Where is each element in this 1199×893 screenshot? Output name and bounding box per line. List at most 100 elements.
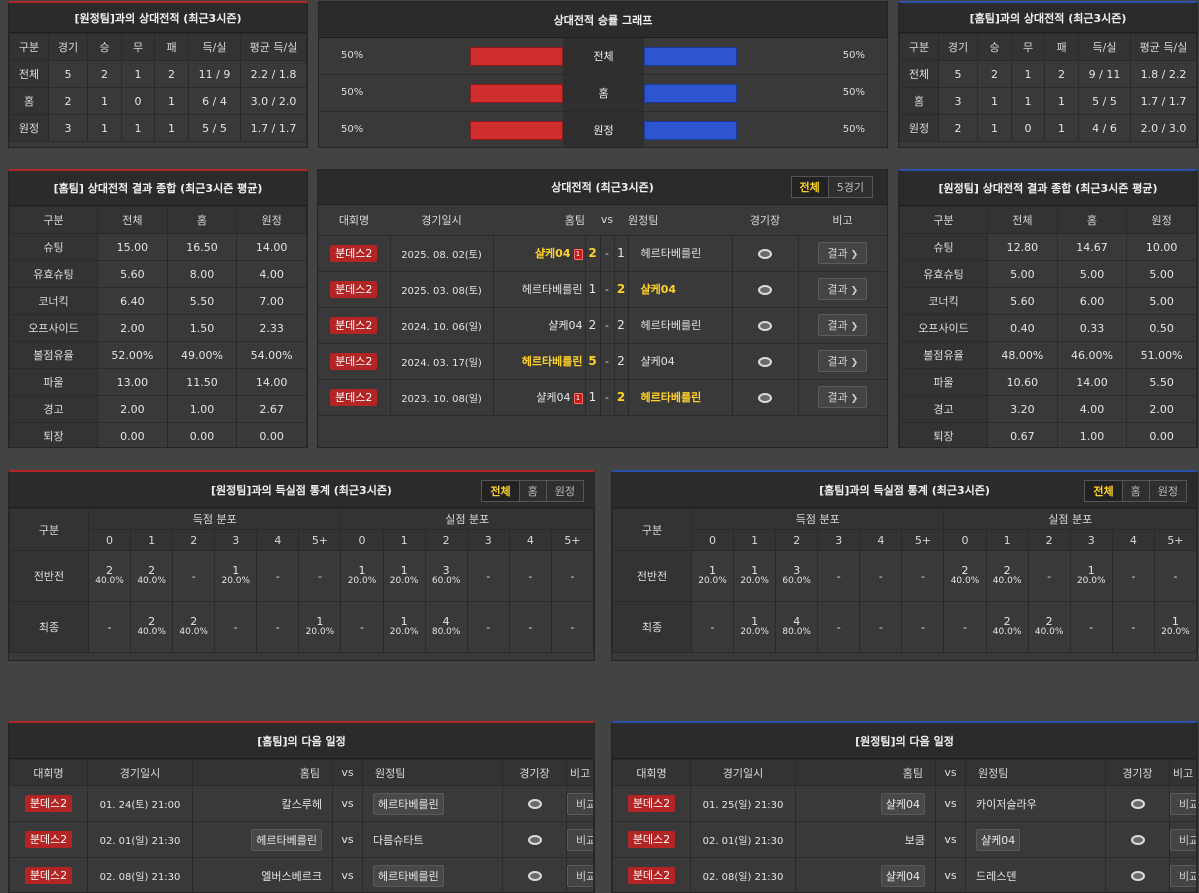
distribution-cell: -: [817, 550, 861, 602]
col-header: 무: [1011, 33, 1045, 61]
bucket-header: 1: [985, 529, 1029, 551]
cell-value: 3: [48, 114, 88, 142]
cell-value: 2.67: [236, 395, 307, 423]
cell-value: 2.0 / 3.0: [1130, 114, 1197, 142]
percent-value: 40.0%: [950, 576, 980, 586]
cell-value: 11.50: [166, 368, 238, 396]
home-score: 2: [584, 234, 601, 272]
h2h-home-panel: [홈팀]과의 상대전적 (최근3시즌) 구분 경기 승 무 패 득/실 평균 득/실 전체 5…: [898, 1, 1198, 148]
row-label: 전체: [899, 60, 939, 88]
result-button[interactable]: 결과 ❯: [818, 350, 868, 372]
compare-button[interactable]: 비교❯: [1170, 792, 1196, 815]
bucket-header: 2: [775, 529, 819, 551]
home-summary-panel: [홈팀] 상대전적 결과 종합 (최근3시즌 평균) 구분 전체 홈 원정 슈팅 15.…: [8, 169, 308, 448]
tab-home[interactable]: 홈: [518, 481, 546, 501]
stadium-icon: [1130, 871, 1145, 881]
tab-5-games[interactable]: 5경기: [827, 177, 872, 197]
distribution-cell: 1 20.0%: [733, 550, 777, 602]
percent-value: 80.0%: [782, 627, 811, 637]
count-value: 1: [358, 564, 366, 577]
away-score: 2: [613, 270, 629, 308]
percent-value: 20.0%: [740, 627, 769, 637]
cell-value: 1.50: [166, 314, 238, 342]
count-value: 2: [1003, 564, 1011, 577]
win-rate-label: 홈: [563, 75, 644, 111]
count-value: 2: [148, 564, 156, 577]
count-value: -: [1173, 569, 1178, 583]
row-label: 볼점유율: [9, 341, 98, 369]
cell-value: 1.00: [166, 395, 238, 423]
percent-value: 40.0%: [95, 576, 124, 586]
result-button[interactable]: 결과 ❯: [818, 278, 868, 300]
distribution-cell: -: [87, 601, 132, 653]
tab-away[interactable]: 원정: [545, 481, 583, 501]
compare-button[interactable]: 비교❯: [1170, 864, 1196, 887]
tab-all[interactable]: 전체: [791, 177, 828, 197]
cell-value: 2.2 / 1.8: [240, 60, 307, 88]
vs-label: vs: [332, 857, 363, 892]
match-row: 분데스2 2025. 03. 08(토) 헤르타베를린 1-2 샬케04 결과 ❯: [318, 270, 887, 308]
distribution-cell: -: [550, 601, 594, 653]
count-value: 1: [316, 615, 324, 628]
win-rate-row: 50% 전체 50%: [319, 38, 887, 75]
cell-value: 1: [121, 60, 155, 88]
result-button[interactable]: 결과 ❯: [818, 242, 868, 264]
col-stadium: 경기장: [1105, 759, 1170, 786]
compare-button[interactable]: 비교❯: [567, 792, 593, 815]
count-value: -: [878, 569, 883, 583]
home-win-bar: [470, 47, 563, 66]
table-row: 원정 3 1 1 1 5 / 5 1.7 / 1.7: [9, 114, 307, 142]
league-badge: 분데스2: [627, 795, 676, 812]
result-button[interactable]: 결과 ❯: [818, 386, 868, 408]
cell-value: 1.8 / 2.2: [1130, 60, 1197, 88]
result-button[interactable]: 결과 ❯: [818, 314, 868, 336]
distribution-cell: -: [298, 550, 342, 602]
away-team: 드레스덴: [976, 869, 1017, 883]
bucket-header: 2: [172, 529, 216, 551]
row-label: 전체: [9, 60, 49, 88]
home-team: 보쿰: [904, 833, 925, 847]
count-value: 1: [1087, 564, 1095, 577]
cell-value: 14.00: [236, 233, 307, 261]
count-value: 1: [400, 615, 408, 628]
cell-value: 8.00: [166, 260, 238, 288]
home-win-pct: 50%: [341, 87, 364, 98]
row-label: 퇴장: [9, 422, 98, 447]
col-vs: vs: [332, 759, 363, 786]
compare-button[interactable]: 비교❯: [567, 828, 593, 851]
cell-value: 6 / 4: [188, 87, 241, 115]
col-date: 경기일시: [390, 205, 493, 235]
goal-stats-away-title: [원정팀]과의 득실점 통계 (최근3시즌): [211, 483, 392, 497]
col-header: 원정: [236, 206, 307, 234]
distribution-cell: -: [690, 601, 735, 653]
row-label: 유효슈팅: [9, 260, 98, 288]
table-row: 전체 5 2 1 2 9 / 11 1.8 / 2.2: [899, 60, 1197, 88]
tab-home[interactable]: 홈: [1121, 481, 1149, 501]
home-score: 1: [584, 378, 601, 416]
cell-value: 14.00: [1056, 368, 1128, 396]
row-label: 원정: [899, 114, 939, 142]
tab-away[interactable]: 원정: [1148, 481, 1186, 501]
h2h-list-title: 상대전적 (최근3시즌): [551, 181, 654, 194]
col-header: 구분: [899, 206, 988, 234]
col-league: 대회명: [612, 759, 691, 786]
away-team: 헤르타베를린: [640, 391, 702, 404]
count-value: 2: [1045, 615, 1053, 628]
cell-value: 2.33: [236, 314, 307, 342]
distribution-cell: -: [466, 550, 510, 602]
bucket-header: 5+: [901, 529, 945, 551]
col-header: 홈: [166, 206, 238, 234]
compare-button[interactable]: 비교❯: [1170, 828, 1196, 851]
cell-value: 5.00: [987, 260, 1058, 288]
bucket-header: 5+: [298, 529, 342, 551]
compare-button[interactable]: 비교❯: [567, 864, 593, 887]
bucket-header: 5+: [550, 529, 594, 551]
match-row: 분데스2 2025. 08. 02(토) 샬케04 1 2-1 헤르타베를린 결과 ❯: [318, 234, 887, 272]
red-card-icon: 1: [573, 392, 583, 404]
h2h-list-panel: 상대전적 (최근3시즌) 전체 5경기 대회명 경기일시 홈팀 vs 원정팀 경…: [317, 169, 888, 448]
h2h-away-table: 구분 경기 승 무 패 득/실 평균 득/실 전체 5 2 1 2 11 / 9 2.2 / 1.8 홈 2…: [9, 33, 307, 142]
distribution-cell: -: [340, 601, 384, 653]
tab-all[interactable]: 전체: [482, 481, 519, 501]
away-win-bar: [644, 84, 737, 103]
tab-all[interactable]: 전체: [1085, 481, 1122, 501]
